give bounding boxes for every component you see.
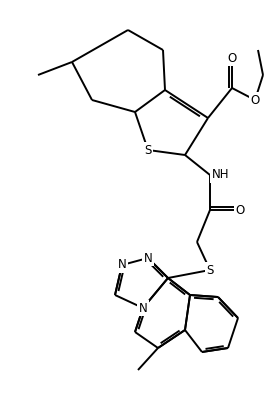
Text: N: N	[118, 258, 126, 272]
Text: NH: NH	[212, 169, 230, 182]
Text: N: N	[144, 252, 152, 265]
Text: O: O	[250, 94, 260, 106]
Text: S: S	[206, 263, 214, 276]
Text: S: S	[144, 144, 152, 157]
Text: O: O	[227, 52, 237, 65]
Text: O: O	[235, 204, 245, 216]
Text: N: N	[138, 301, 147, 315]
